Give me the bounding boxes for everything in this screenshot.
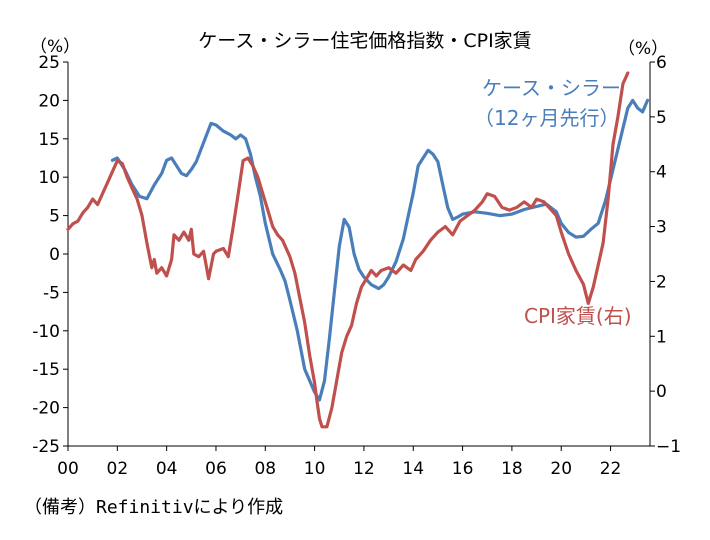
left-tick-label: -20 [32,399,60,419]
left-tick-label: -10 [32,322,60,342]
cpi-rent-line [66,71,630,429]
x-tick-label: 10 [304,459,326,479]
x-tick-label: 22 [600,459,622,479]
case-shiller-line [110,98,650,402]
source-note: （備考）Refinitivにより作成 [24,497,284,518]
x-tick-label: 16 [452,459,474,479]
right-tick-label: 3 [656,218,667,238]
series-lines [66,71,650,429]
left-tick-label: -5 [43,283,60,303]
left-tick-label: 15 [38,130,60,150]
x-tick-label: 08 [254,459,276,479]
left-tick-label: -15 [32,360,60,380]
left-tick-label: 10 [38,168,60,188]
right-tick-label: −1 [656,437,681,457]
right-tick-label: 1 [656,327,667,347]
series-label-case-shiller: ケース・シラー [482,76,621,100]
right-tick-label: 0 [656,382,667,402]
left-axis-unit: （%） [30,37,80,57]
x-tick-label: 18 [501,459,523,479]
left-tick-label: -25 [32,437,60,457]
series-label-cpi-rent: CPI家賃(右) [524,304,632,328]
right-tick-label: 6 [656,53,667,73]
left-tick-label: 20 [38,91,60,111]
right-axis-unit: （%） [618,39,668,59]
x-tick-label: 20 [550,459,572,479]
x-tick-label: 12 [353,459,375,479]
x-tick-label: 02 [107,459,129,479]
series-label-case-shiller-note: （12ヶ月先行） [474,106,619,130]
x-tick-label: 06 [205,459,227,479]
right-tick-label: 2 [656,272,667,292]
left-tick-label: 0 [49,245,60,265]
x-tick-label: 14 [402,459,424,479]
x-tick-label: 04 [156,459,178,479]
left-tick-label: 5 [49,207,60,227]
right-tick-label: 4 [656,163,667,183]
right-tick-label: 5 [656,108,667,128]
left-tick-label: 25 [38,53,60,73]
x-tick-label: 00 [57,459,79,479]
chart-title: ケース・シラー住宅価格指数・CPI家賃 [198,30,531,52]
